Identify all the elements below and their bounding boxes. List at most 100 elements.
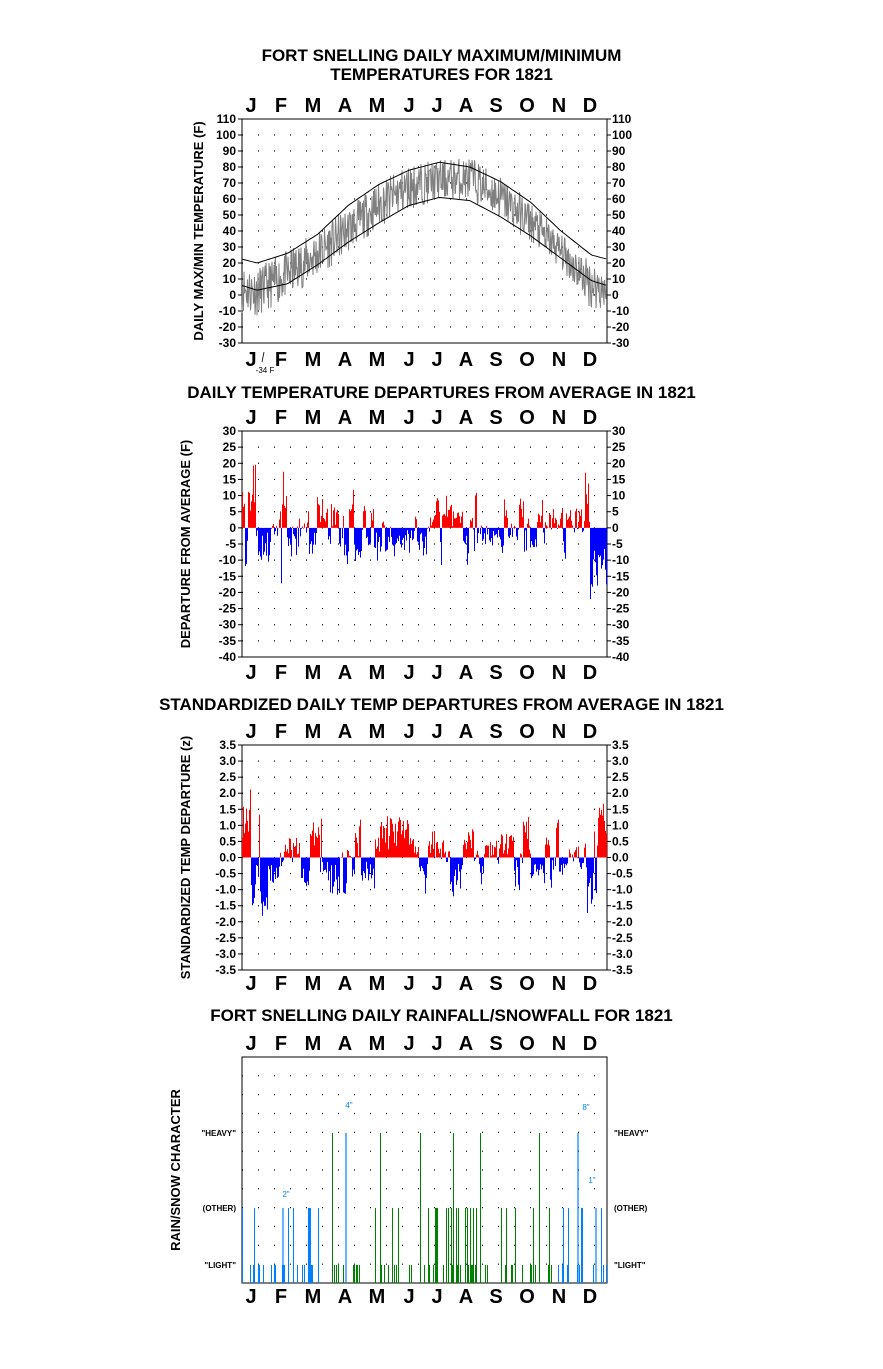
chart2-departure-bar <box>598 527 599 555</box>
chart3-ytick-label: -1.0 <box>215 883 236 897</box>
chart3-departure-bar <box>391 819 392 858</box>
chart2-departure-bar <box>400 527 401 545</box>
chart3-departure-bar <box>306 857 307 887</box>
chart2-departure-bar <box>359 527 360 552</box>
chart2-departure-bar <box>597 527 598 586</box>
chart3-departure-bar <box>550 857 551 880</box>
chart3-departure-bar <box>520 853 521 858</box>
chart2-departure-bar <box>338 514 339 528</box>
chart3-ytick-label: -1.5 <box>215 899 236 913</box>
chart2-departure-bar <box>570 510 571 528</box>
chart1-daily-temperature-trace <box>241 158 607 316</box>
chart2-departure-bar <box>342 527 343 539</box>
chart2-departure-bar <box>328 527 329 540</box>
chart2-departure-bar <box>595 527 596 563</box>
chart2-departure-bar <box>589 521 590 528</box>
chart3-departure-bar <box>545 844 546 858</box>
chart3-departure-bar <box>442 842 443 858</box>
chart2-departure-bar <box>303 527 304 529</box>
chart2-departure-bar <box>572 525 573 528</box>
chart2-departure-bar <box>544 527 545 544</box>
chart3-departure-bar <box>534 857 535 865</box>
chart4-month-label-bottom: A <box>459 1286 473 1308</box>
chart3-departure-bar <box>577 857 578 859</box>
chart3-departure-bar <box>455 857 456 870</box>
chart2-departure-bar <box>302 526 303 528</box>
chart3-departure-bar <box>351 857 352 858</box>
chart2-departure-bar <box>492 527 493 546</box>
chart3-departure-bar <box>600 814 601 858</box>
chart2-departure-bar <box>438 500 439 528</box>
chart3-departure-bar <box>323 857 324 872</box>
chart4-amount-label: 8" <box>582 1103 589 1112</box>
chart2-departure-bar <box>355 527 356 561</box>
chart3-ytick-label-right: 0.0 <box>612 851 629 865</box>
chart3-ytick-label: -3.5 <box>215 963 236 977</box>
chart2-departure-bar <box>532 527 533 545</box>
chart1-ytick-label: 40 <box>223 224 237 238</box>
chart3-departure-bar <box>462 857 463 866</box>
chart2-departure-bar <box>421 527 422 533</box>
chart3-departure-bar <box>263 857 264 902</box>
chart2-ytick-label-right: -10 <box>612 553 630 567</box>
chart3-departure-bar <box>333 857 334 887</box>
chart3-ytick-label-right: -3.0 <box>612 947 633 961</box>
chart2-departure-bar <box>326 512 327 528</box>
chart2-departure-bar <box>585 472 586 528</box>
chart2-departure-bar <box>378 527 379 542</box>
chart3-departure-bar <box>373 857 374 869</box>
chart2-departure-bar <box>562 508 563 528</box>
chart3-departure-bar <box>388 849 389 858</box>
chart3-departure-bar <box>500 844 501 858</box>
chart2-departure-bar <box>307 522 308 528</box>
chart2-departure-bar <box>412 527 413 541</box>
chart3-departure-bar <box>574 852 575 858</box>
chart2-departure-bar <box>293 527 294 535</box>
chart3-departure-bar <box>320 857 321 873</box>
chart2-departure-bar <box>370 527 371 543</box>
chart3-departure-bar <box>273 857 274 883</box>
chart3-departure-bar <box>532 857 533 877</box>
chart3-departure-bar <box>321 818 322 858</box>
chart3-departure-bar <box>343 857 344 893</box>
chart2-departure-bar <box>576 508 577 528</box>
chart2-departure-bar <box>454 518 455 528</box>
chart1-month-label-bottom: M <box>369 349 386 371</box>
chart2-departure-bar <box>476 492 477 528</box>
chart2-departure-bar <box>339 527 340 544</box>
chart3-ytick-label-right: 1.5 <box>612 802 629 816</box>
chart1-temperature-chart: -30 -30 -20 -20 -10 -10 0 0 10 10 20 20 30 30 40 40 50 50… <box>191 95 632 375</box>
chart3-departure-bar <box>352 857 353 877</box>
chart3-departure-bar <box>275 857 276 879</box>
chart3-departure-bar <box>552 857 553 861</box>
chart2-departure-bar <box>367 527 368 537</box>
chart1-month-label-top: O <box>519 95 535 117</box>
chart2-departure-bar <box>495 527 496 535</box>
chart2-departure-bar <box>449 509 450 528</box>
chart2-departure-bar <box>353 489 354 528</box>
chart3-departure-bar <box>269 857 270 870</box>
chart1-month-label-bottom: M <box>305 349 322 371</box>
chart3-month-label-bottom: M <box>369 973 386 995</box>
chart3-departure-bar <box>512 840 513 858</box>
chart2-departure-bar <box>331 504 332 528</box>
chart3-departure-bar <box>412 840 413 858</box>
chart4-category-label: "HEAVY" <box>201 1129 236 1138</box>
chart3-departure-bar <box>464 839 465 858</box>
chart2-ytick-label-right: 20 <box>612 456 626 470</box>
chart3-departure-bar <box>498 857 499 864</box>
chart3-departure-bar <box>402 830 403 858</box>
chart2-month-label-bottom: J <box>431 662 442 684</box>
chart3-departure-bar <box>454 857 455 876</box>
chart3-departure-bar <box>406 829 407 858</box>
chart2-departure-bar <box>426 527 427 555</box>
chart3-departure-bar <box>518 857 519 885</box>
chart2-departure-bar <box>356 527 357 551</box>
chart3-departure-bar <box>586 857 587 868</box>
chart2-departure-bar <box>591 527 592 585</box>
chart2-departure-bar <box>281 527 282 584</box>
chart3-departure-bar <box>404 838 405 858</box>
chart3-departure-bar <box>485 845 486 858</box>
chart3-departure-bar <box>469 835 470 858</box>
chart3-departure-bar <box>290 838 291 858</box>
